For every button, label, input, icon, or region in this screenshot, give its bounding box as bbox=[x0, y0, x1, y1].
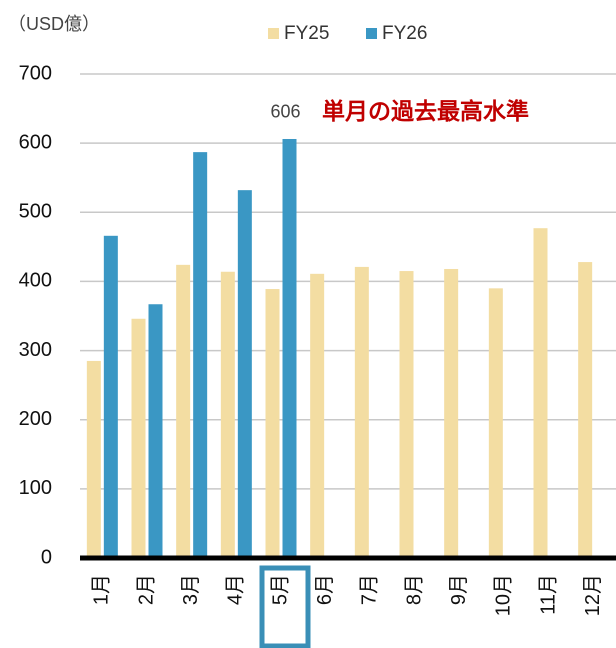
bar bbox=[282, 138, 297, 558]
legend-swatch bbox=[268, 28, 279, 39]
bar bbox=[399, 271, 414, 558]
highlight-box bbox=[259, 565, 311, 648]
y-tick-label: 600 bbox=[19, 131, 52, 153]
bar bbox=[148, 304, 163, 558]
bar bbox=[310, 273, 325, 558]
bar bbox=[193, 152, 208, 559]
y-axis-unit: （USD億） bbox=[8, 14, 100, 34]
bar bbox=[237, 190, 252, 558]
x-tick-label: 8月 bbox=[403, 574, 425, 605]
bar bbox=[220, 271, 235, 558]
bar bbox=[444, 268, 459, 558]
bar bbox=[578, 262, 593, 558]
y-tick-label: 700 bbox=[19, 62, 52, 84]
x-tick-label: 4月 bbox=[225, 574, 247, 605]
bar bbox=[176, 264, 191, 558]
y-tick-label: 500 bbox=[19, 201, 52, 223]
x-tick-label: 7月 bbox=[359, 574, 381, 605]
y-tick-label: 200 bbox=[19, 408, 52, 430]
x-tick-label: 2月 bbox=[135, 574, 157, 605]
legend-swatch bbox=[366, 28, 377, 39]
x-tick-label: 11月 bbox=[537, 574, 559, 615]
bar bbox=[265, 289, 280, 558]
bar bbox=[488, 288, 503, 558]
y-tick-label: 300 bbox=[19, 339, 52, 361]
y-tick-label: 0 bbox=[41, 546, 52, 568]
bar bbox=[131, 318, 146, 558]
value-label: 606 bbox=[270, 102, 300, 122]
bar bbox=[533, 228, 548, 558]
x-tick-label: 5月 bbox=[269, 574, 291, 605]
annotation: 単月の過去最高水準 bbox=[322, 98, 529, 124]
x-tick-label: 3月 bbox=[180, 574, 202, 605]
x-tick-label: 6月 bbox=[314, 574, 336, 605]
legend-label: FY25 bbox=[284, 23, 329, 44]
x-tick-label: 1月 bbox=[91, 574, 113, 605]
y-tick-label: 100 bbox=[19, 477, 52, 499]
bar bbox=[86, 360, 101, 558]
x-tick-label: 12月 bbox=[582, 574, 604, 616]
bar bbox=[103, 235, 118, 558]
bar bbox=[354, 266, 369, 558]
y-tick-label: 400 bbox=[19, 270, 52, 292]
x-tick-label: 9月 bbox=[448, 574, 470, 605]
legend-label: FY26 bbox=[382, 23, 427, 44]
x-tick-label: 10月 bbox=[493, 574, 515, 616]
